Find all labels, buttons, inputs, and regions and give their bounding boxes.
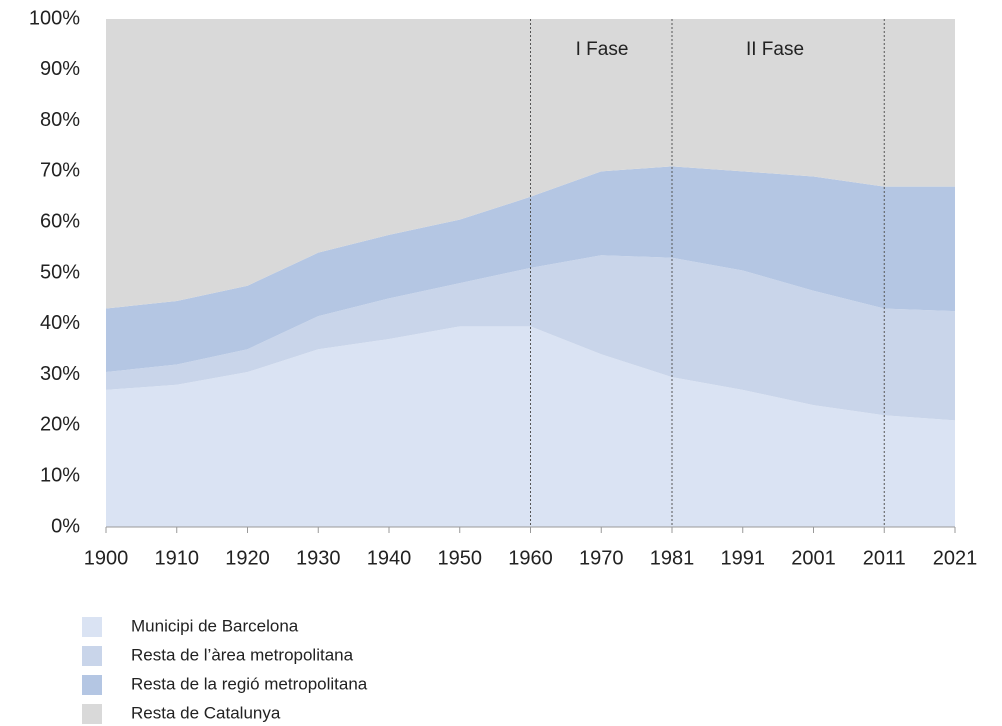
x-tick-label: 1900: [84, 547, 129, 569]
area: [106, 166, 955, 373]
y-tick-label: 20%: [40, 414, 80, 436]
y-tick-label: 70%: [40, 160, 80, 182]
x-tick-label: 1930: [296, 547, 341, 569]
annotation: I Fase: [576, 39, 629, 60]
y-tick-label: 10%: [40, 464, 80, 486]
x-tick-label: 1940: [367, 547, 412, 569]
legend-swatch: [82, 675, 102, 695]
y-tick-label: 90%: [40, 58, 80, 80]
x-tick-label: 2001: [791, 547, 836, 569]
area: [106, 326, 955, 527]
x-tick-label: 1960: [508, 547, 553, 569]
x-tick-label: 1991: [721, 547, 766, 569]
legend-label: Resta de Catalunya: [131, 703, 281, 722]
x-tick-label: 1950: [438, 547, 483, 569]
legend-label: Resta de la regió metropolitana: [131, 674, 368, 693]
x-tick-label: 1981: [650, 547, 695, 569]
y-tick-label: 40%: [40, 312, 80, 334]
x-tick-label: 2021: [933, 547, 978, 569]
y-tick-label: 50%: [40, 261, 80, 283]
x-tick-label: 1970: [579, 547, 624, 569]
legend-swatch: [82, 646, 102, 666]
legend-label: Municipi de Barcelona: [131, 616, 299, 635]
x-tick-label: 1920: [225, 547, 270, 569]
y-tick-label: 60%: [40, 210, 80, 232]
x-tick-label: 2011: [863, 547, 906, 569]
x-tick-label: 1910: [155, 547, 200, 569]
legend-label: Resta de l’àrea metropolitana: [131, 645, 354, 664]
annotation: II Fase: [746, 39, 804, 60]
y-tick-label: 30%: [40, 363, 80, 385]
y-tick-label: 80%: [40, 109, 80, 131]
legend-swatch: [82, 617, 102, 637]
y-tick-label: 100%: [29, 7, 80, 29]
y-tick-label: 0%: [51, 515, 80, 537]
area: [106, 255, 955, 421]
legend-swatch: [82, 704, 102, 724]
